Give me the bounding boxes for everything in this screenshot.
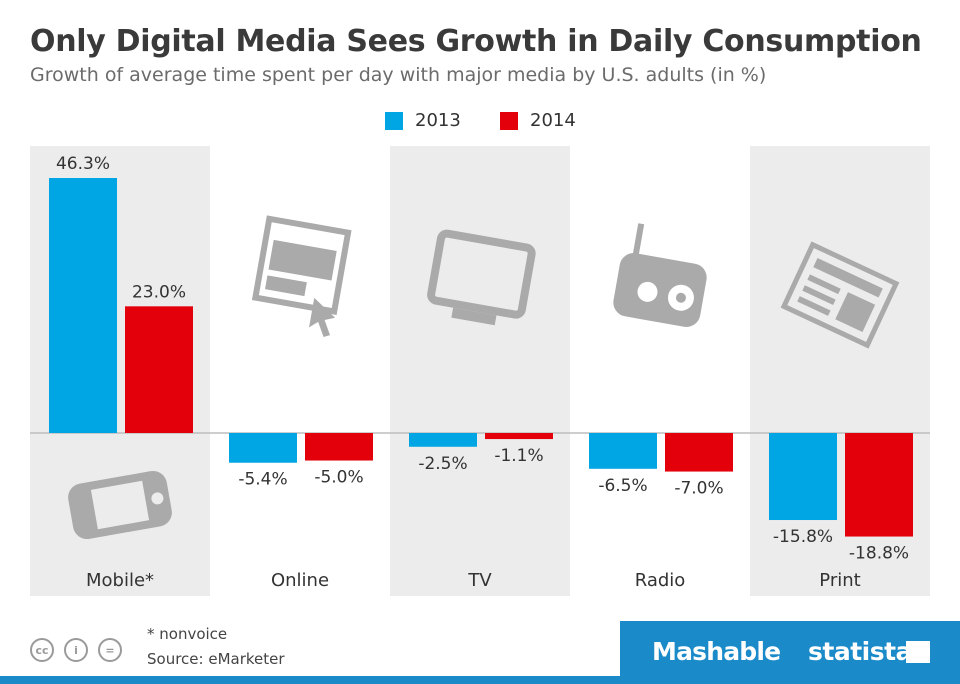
bar-2013-online xyxy=(229,433,297,463)
bar-2013-tv xyxy=(409,433,477,447)
data-label: -6.5% xyxy=(598,476,647,496)
statista-flag-icon xyxy=(906,641,930,663)
data-label: -5.0% xyxy=(314,468,363,488)
legend-item-2013: 2013 xyxy=(385,110,461,131)
bar-2014-tv xyxy=(485,433,553,440)
legend-swatch-2014 xyxy=(500,111,518,130)
no-derivatives-icon: = xyxy=(98,638,122,662)
newspaper-icon xyxy=(780,241,900,349)
data-label: -18.8% xyxy=(849,544,909,564)
bar-2014-online xyxy=(305,433,373,461)
data-label: -5.4% xyxy=(238,470,287,490)
chart-title: Only Digital Media Sees Growth in Daily … xyxy=(30,24,922,59)
tv-icon xyxy=(427,229,536,326)
legend-label-2013: 2013 xyxy=(415,110,461,131)
web-cursor-icon xyxy=(251,215,352,338)
legend-label-2014: 2014 xyxy=(530,110,576,131)
bar-chart: 46.3% 23.0% Mobile* -5.4% -5.0% Online -2.5% -1… xyxy=(30,146,930,596)
footnote: * nonvoice xyxy=(147,625,228,643)
radio-icon xyxy=(613,223,707,327)
mashable-logo: Mashable xyxy=(652,637,781,666)
smartphone-icon xyxy=(68,470,172,540)
data-label: 46.3% xyxy=(56,154,110,174)
category-label: Online xyxy=(271,570,329,591)
bar-2013-print xyxy=(769,433,837,521)
statista-logo: statista xyxy=(808,637,912,666)
legend-item-2014: 2014 xyxy=(500,110,576,131)
data-label: -15.8% xyxy=(773,527,833,547)
data-label: -1.1% xyxy=(494,446,543,466)
category-label: Print xyxy=(819,570,860,591)
bar-2014-print xyxy=(845,433,913,537)
panel-background xyxy=(390,146,570,596)
attribution-icon: i xyxy=(64,638,88,662)
bar-2014-radio xyxy=(665,433,733,472)
source-note: Source: eMarketer xyxy=(147,650,285,668)
brand-band xyxy=(620,621,960,684)
chart-subtitle: Growth of average time spent per day wit… xyxy=(30,64,767,86)
brand-band-edge xyxy=(0,676,960,684)
category-label: Radio xyxy=(635,570,686,591)
data-label: -7.0% xyxy=(674,479,723,499)
data-label: 23.0% xyxy=(132,282,186,302)
bar-2013-radio xyxy=(589,433,657,469)
bar-2014-mobile xyxy=(125,306,193,433)
legend: 2013 2014 xyxy=(0,110,960,136)
category-label: Mobile* xyxy=(86,570,154,591)
legend-swatch-2013 xyxy=(385,111,403,130)
category-label: TV xyxy=(467,570,492,591)
bar-2013-mobile xyxy=(49,178,117,433)
data-label: -2.5% xyxy=(418,454,467,474)
cc-icon: cc xyxy=(30,638,54,662)
